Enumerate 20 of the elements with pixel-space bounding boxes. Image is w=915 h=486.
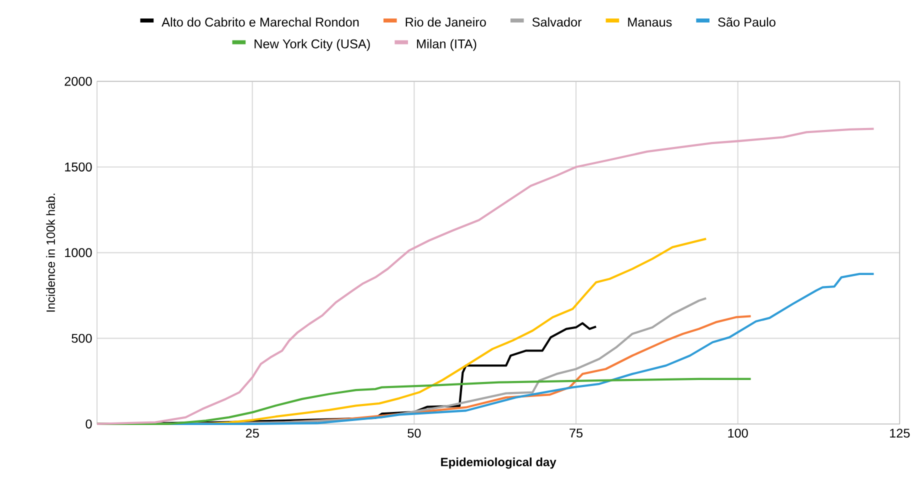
- legend-label: Manaus: [628, 18, 672, 27]
- legend-label: New York City (USA): [254, 39, 370, 51]
- y-tick-label: 2000: [64, 76, 92, 86]
- line-series: [96, 128, 875, 426]
- y-axis-title: Incidence in 100k hab.: [46, 194, 55, 312]
- x-tick-label: 125: [890, 428, 910, 438]
- x-tick-label: 75: [570, 428, 583, 438]
- x-tick-label: 100: [728, 428, 748, 438]
- x-tick-label: 50: [408, 428, 421, 438]
- legend-label: São Paulo: [718, 17, 776, 27]
- legend-label: Milan (ITA): [417, 39, 476, 51]
- legend-label: Rio de Janeiro: [406, 17, 486, 27]
- legend-label: Alto do Cabrito e Marechal Rondon: [162, 17, 359, 27]
- y-tick-label: 1500: [65, 162, 92, 172]
- x-axis-title: Epidemiological day: [441, 457, 556, 469]
- x-tick-label: 25: [246, 428, 259, 438]
- y-tick-label: 0: [86, 420, 92, 428]
- legend-label: Salvador: [532, 17, 582, 27]
- y-tick-label: 500: [72, 334, 92, 343]
- y-tick-label: 1000: [65, 248, 92, 258]
